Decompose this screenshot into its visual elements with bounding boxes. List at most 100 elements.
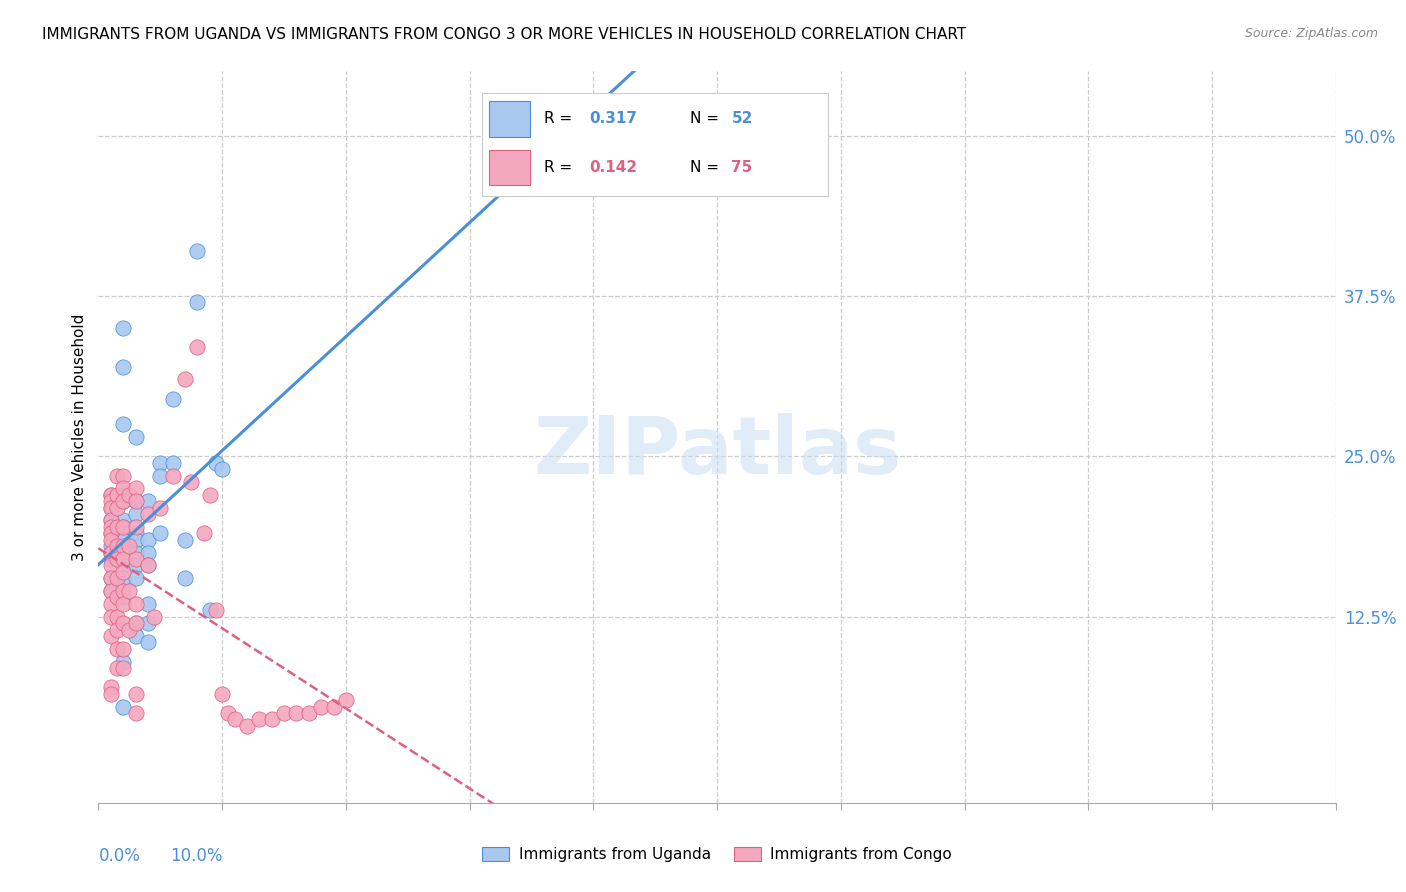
Point <box>105 468 128 483</box>
Point <box>112 591 135 605</box>
Text: ZIPatlas: ZIPatlas <box>533 413 901 491</box>
Point <box>136 558 159 573</box>
Point <box>100 520 122 534</box>
Point <box>174 372 197 386</box>
Point <box>105 623 128 637</box>
Point <box>100 571 122 585</box>
Point <box>124 616 146 631</box>
Point <box>105 500 128 515</box>
Point <box>100 552 122 566</box>
Text: IMMIGRANTS FROM UGANDA VS IMMIGRANTS FROM CONGO 3 OR MORE VEHICLES IN HOUSEHOLD : IMMIGRANTS FROM UGANDA VS IMMIGRANTS FRO… <box>42 27 966 42</box>
Point <box>112 417 135 432</box>
Point <box>285 706 308 720</box>
Point <box>309 699 332 714</box>
Point <box>112 520 135 534</box>
Point <box>105 571 128 585</box>
Point <box>124 558 146 573</box>
Point <box>100 514 122 528</box>
Point <box>149 456 172 470</box>
Point <box>112 321 135 335</box>
Point <box>335 693 357 707</box>
Point <box>124 494 146 508</box>
Point <box>273 706 295 720</box>
Text: 10.0%: 10.0% <box>170 847 222 864</box>
Point <box>118 488 141 502</box>
Point <box>124 545 146 559</box>
Point <box>174 571 197 585</box>
Point <box>100 514 122 528</box>
Point <box>100 488 122 502</box>
Point <box>100 500 122 515</box>
Point <box>124 507 146 521</box>
Point <box>112 655 135 669</box>
Point <box>112 597 135 611</box>
Point <box>100 539 122 553</box>
Point <box>124 597 146 611</box>
Point <box>112 584 135 599</box>
Point <box>247 712 270 726</box>
Point <box>198 488 221 502</box>
Point <box>136 635 159 649</box>
Text: 0.0%: 0.0% <box>98 847 141 864</box>
Point <box>105 552 128 566</box>
Point <box>124 494 146 508</box>
Point <box>100 500 122 515</box>
Point <box>124 552 146 566</box>
Point <box>136 494 159 508</box>
Point <box>112 699 135 714</box>
Point <box>100 681 122 695</box>
Point <box>205 603 228 617</box>
Point <box>105 539 128 553</box>
Point <box>124 526 146 541</box>
Point <box>112 545 135 559</box>
Point <box>143 609 166 624</box>
Point <box>100 609 122 624</box>
Point <box>112 482 135 496</box>
Point <box>105 488 128 502</box>
Y-axis label: 3 or more Vehicles in Household: 3 or more Vehicles in Household <box>72 313 87 561</box>
Point <box>136 545 159 559</box>
Point <box>124 616 146 631</box>
Point <box>136 616 159 631</box>
Point <box>186 244 208 258</box>
Point <box>112 558 135 573</box>
Point <box>136 533 159 547</box>
Point <box>162 468 184 483</box>
Point <box>100 545 122 559</box>
Point <box>100 526 122 541</box>
Point <box>105 641 128 656</box>
Point <box>118 539 141 553</box>
Point <box>124 533 146 547</box>
Point <box>112 616 135 631</box>
Point <box>112 539 135 553</box>
Point <box>211 462 233 476</box>
Point <box>217 706 239 720</box>
Point <box>112 468 135 483</box>
Point <box>136 507 159 521</box>
Point <box>112 494 135 508</box>
Point <box>124 482 146 496</box>
Point <box>224 712 246 726</box>
Point <box>236 719 259 733</box>
Point <box>112 661 135 675</box>
Point <box>186 295 208 310</box>
Point <box>100 687 122 701</box>
Point <box>149 468 172 483</box>
Point <box>180 475 202 489</box>
Point <box>193 526 215 541</box>
Point <box>322 699 344 714</box>
Point <box>124 687 146 701</box>
Point <box>186 340 208 354</box>
Point <box>149 500 172 515</box>
Point <box>124 571 146 585</box>
Point <box>205 456 228 470</box>
Point <box>162 392 184 406</box>
Point <box>112 359 135 374</box>
Point <box>112 520 135 534</box>
Point <box>124 706 146 720</box>
Point <box>100 629 122 643</box>
Point <box>112 641 135 656</box>
Point <box>105 591 128 605</box>
Legend: Immigrants from Uganda, Immigrants from Congo: Immigrants from Uganda, Immigrants from … <box>475 840 959 868</box>
Point <box>100 584 122 599</box>
